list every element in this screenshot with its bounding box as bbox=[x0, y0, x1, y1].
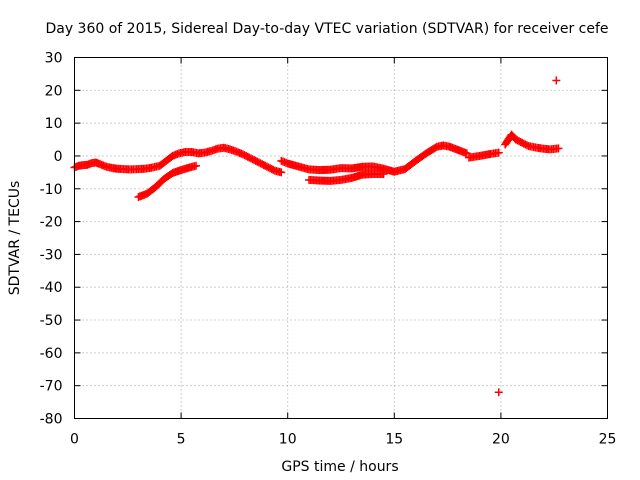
data-point-marker bbox=[192, 161, 201, 170]
series-outliers bbox=[494, 76, 561, 397]
x-tick-label: 20 bbox=[492, 432, 510, 448]
y-tick-label: 10 bbox=[45, 116, 63, 132]
data-point-marker bbox=[552, 76, 561, 85]
y-tick-label: -70 bbox=[40, 379, 63, 395]
series-rising-branch bbox=[134, 161, 201, 201]
tick-layer: 0 5 10 15 20 25 30 20 10 0 -10 -20 -30 -40 -50 -60 -70 -8… bbox=[40, 51, 617, 448]
data-point-marker bbox=[494, 388, 503, 397]
data-point-marker bbox=[277, 168, 286, 177]
y-tick-label: 20 bbox=[45, 83, 63, 99]
data-point-marker bbox=[462, 149, 471, 158]
series-main-arc bbox=[70, 143, 286, 177]
y-axis-label: SDTVAR / TECUs bbox=[7, 181, 23, 296]
x-tick-label: 25 bbox=[599, 432, 617, 448]
x-tick-label: 10 bbox=[279, 432, 297, 448]
x-tick-label: 5 bbox=[177, 432, 186, 448]
y-tick-label: -10 bbox=[40, 182, 63, 198]
data-point-marker bbox=[554, 144, 563, 153]
x-tick-label: 15 bbox=[385, 432, 403, 448]
grid-layer bbox=[74, 57, 608, 419]
x-tick-label: 0 bbox=[70, 432, 79, 448]
series-mid-arc-upper bbox=[277, 141, 471, 176]
data-point-marker bbox=[494, 148, 503, 157]
y-tick-label: -60 bbox=[40, 346, 63, 362]
y-tick-label: -40 bbox=[40, 280, 63, 296]
y-tick-label: 30 bbox=[45, 51, 63, 67]
series-late-segment bbox=[501, 130, 563, 154]
y-tick-label: -80 bbox=[40, 412, 63, 428]
chart-title: Day 360 of 2015, Sidereal Day-to-day VTE… bbox=[45, 21, 608, 37]
points-layer bbox=[70, 76, 563, 397]
data-point-marker bbox=[379, 170, 388, 179]
series-mid-arc-lower bbox=[305, 170, 388, 185]
y-tick-label: -20 bbox=[40, 215, 63, 231]
plot-frame bbox=[74, 57, 608, 419]
series-segment-19h bbox=[464, 148, 503, 162]
x-axis-label: GPS time / hours bbox=[281, 459, 398, 475]
y-tick-label: 0 bbox=[54, 149, 63, 165]
y-tick-label: -50 bbox=[40, 313, 63, 329]
y-tick-label: -30 bbox=[40, 247, 63, 263]
